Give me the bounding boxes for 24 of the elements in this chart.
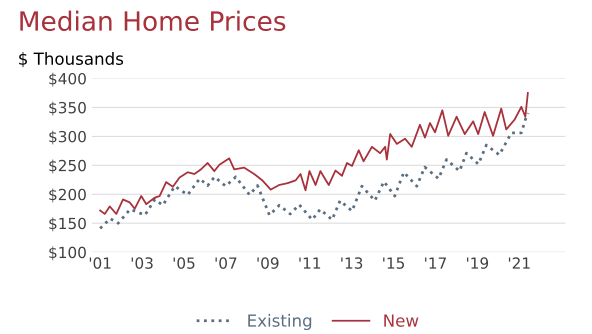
y-tick-label: $350 [49,102,86,116]
x-tick-label: '13 [341,257,362,269]
x-tick-label: '17 [425,258,446,269]
chart-subtitle: $ Thousands [19,52,124,68]
y-tick-label: $150 [49,217,86,232]
y-tick-label: $400 [49,72,86,87]
x-tick-label: '19 [466,257,488,269]
line-series [98,112,530,230]
x-tick-label: '03 [132,257,153,269]
legend-label: New [384,314,418,327]
legend-label: Existing [248,314,312,330]
x-tick-label: '09 [257,257,279,269]
x-tick-label: '21 [508,257,530,269]
x-tick-label: '05 [174,257,194,269]
y-tick-label: $100 [49,246,86,260]
x-tick-label: '11 [299,258,320,269]
x-tick-label: '07 [216,257,236,269]
y-tick-label: $200 [49,188,86,202]
chart-title: Median Home Prices [20,10,286,32]
x-tick-label: '01 [90,257,111,269]
y-tick-label: $300 [49,130,86,144]
line-series [99,92,529,215]
x-tick-label: '15 [383,258,404,269]
y-tick-label: $250 [49,160,86,174]
